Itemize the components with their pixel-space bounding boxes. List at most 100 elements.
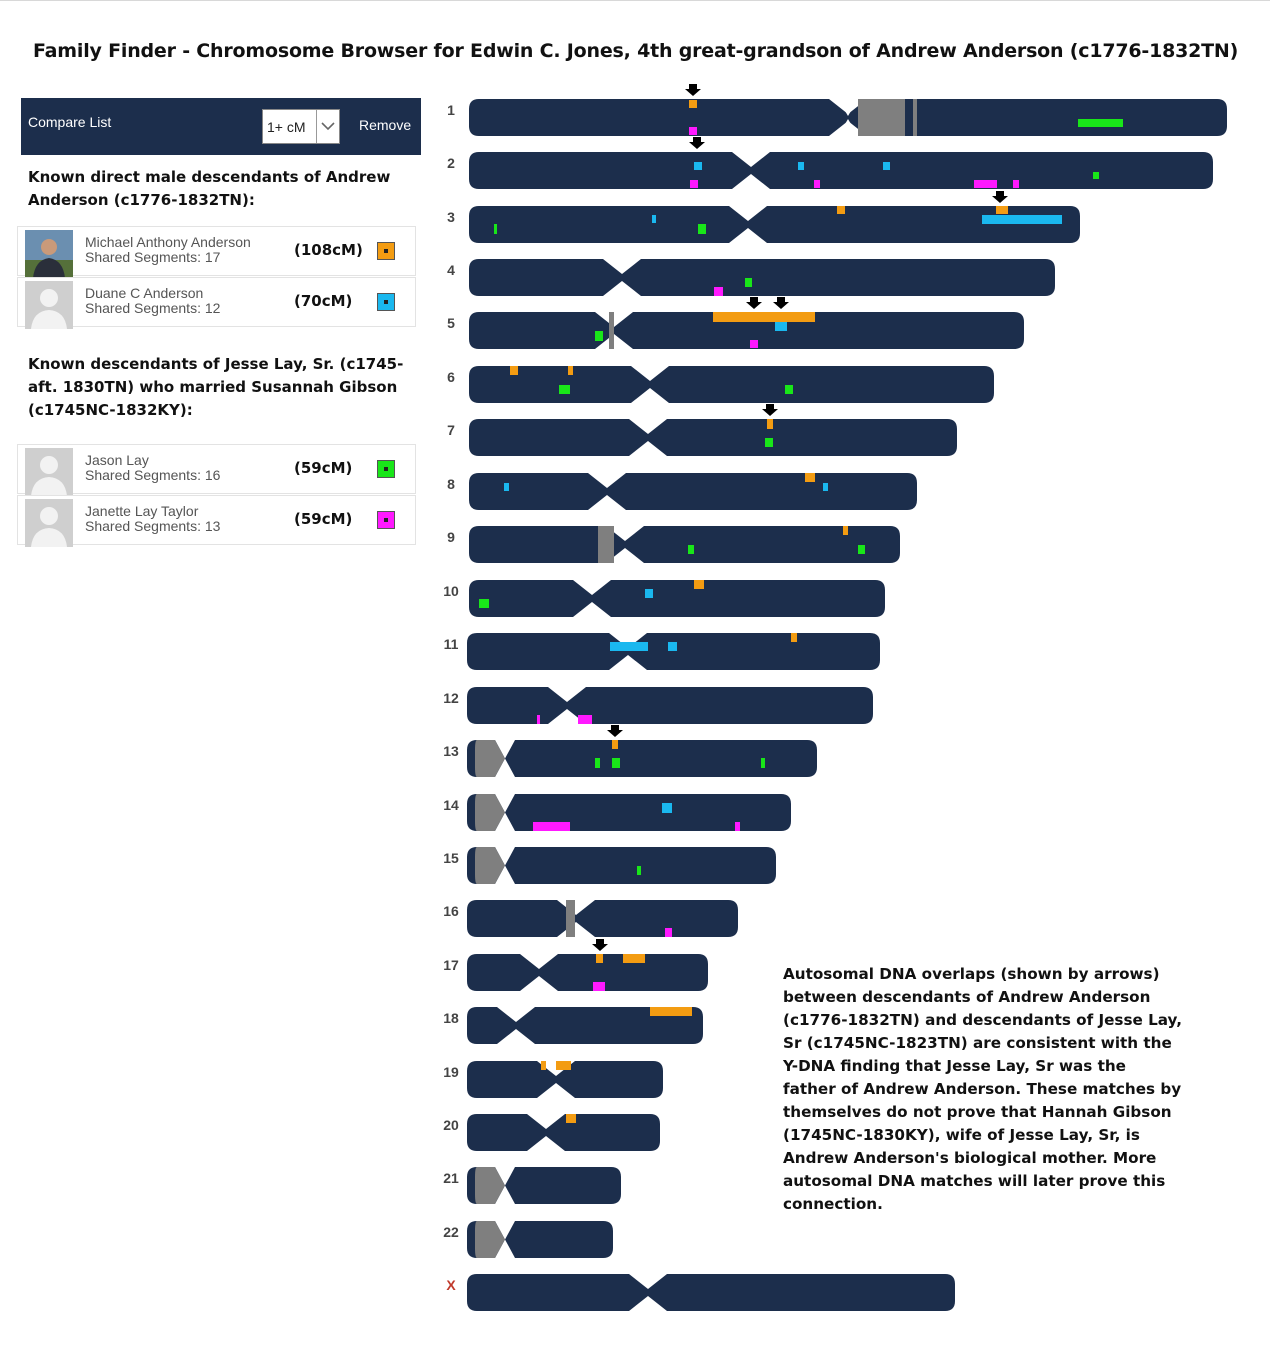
centromere-block <box>475 1167 505 1204</box>
match-segment <box>698 224 706 234</box>
chromosome-label: 22 <box>443 1224 459 1240</box>
chromosome-label: 3 <box>447 209 455 225</box>
chromosome-bar <box>505 1167 621 1204</box>
chromosome-label: 12 <box>443 690 459 706</box>
match-segment <box>982 215 1062 224</box>
match-segment <box>665 928 672 937</box>
chromosome-bar <box>467 1114 660 1151</box>
remove-button[interactable]: Remove <box>359 117 412 133</box>
match-segment <box>556 1061 571 1070</box>
match-segment <box>843 526 848 535</box>
match-segment <box>652 215 656 223</box>
chromosome-label: 18 <box>443 1010 459 1026</box>
match-segment <box>1093 172 1099 179</box>
match-segment <box>798 162 804 170</box>
match-name[interactable]: Janette Lay Taylor <box>85 503 199 519</box>
chromosome-bar <box>469 312 1024 349</box>
chromosome-bar <box>469 419 957 456</box>
match-row[interactable]: Michael Anthony Anderson Shared Segments… <box>17 226 416 278</box>
match-color-checkbox[interactable] <box>377 242 395 260</box>
centromere-block <box>858 99 905 136</box>
match-segment <box>662 803 672 813</box>
overlap-arrow-icon <box>762 404 778 416</box>
avatar-photo <box>25 230 73 278</box>
overlap-arrow-icon <box>607 725 623 737</box>
chromosome-label: 20 <box>443 1117 459 1133</box>
centromere-block <box>609 312 614 349</box>
match-segment <box>1013 180 1019 188</box>
match-segment <box>596 954 603 963</box>
match-segment <box>623 954 645 963</box>
centromere-block <box>913 99 917 136</box>
match-segment <box>568 366 573 375</box>
chromosome-bar <box>505 1221 613 1258</box>
match-row[interactable]: Duane C Anderson Shared Segments: 12 (70… <box>17 277 416 329</box>
match-segment <box>765 438 773 447</box>
match-color-checkbox[interactable] <box>377 460 395 478</box>
match-segment <box>996 206 1008 214</box>
chromosome-label: 19 <box>443 1064 459 1080</box>
match-segment <box>541 1061 546 1070</box>
centromere-block <box>475 794 505 831</box>
match-segment <box>767 419 773 429</box>
avatar-placeholder <box>25 281 73 329</box>
overlap-arrow-icon <box>746 297 762 309</box>
match-row[interactable]: Jason Lay Shared Segments: 16 (59cM) <box>17 444 416 496</box>
overlap-arrow-icon <box>592 939 608 951</box>
match-segment <box>750 340 758 348</box>
chevron-down-icon[interactable] <box>316 110 339 143</box>
match-segment <box>533 822 570 831</box>
compare-list-label: Compare List <box>28 114 112 130</box>
overlap-arrow-icon <box>685 84 701 96</box>
match-segment <box>578 715 592 724</box>
match-color-checkbox[interactable] <box>377 293 395 311</box>
chromosome-label: 17 <box>443 957 459 973</box>
overlap-arrow-icon <box>773 297 789 309</box>
chromosome-label: X <box>446 1277 456 1293</box>
avatar-placeholder <box>25 499 73 547</box>
match-name[interactable]: Michael Anthony Anderson <box>85 234 251 250</box>
match-segment <box>690 180 698 188</box>
match-segment <box>689 127 697 135</box>
match-segment <box>494 224 497 234</box>
chromosome-label: 7 <box>447 422 455 438</box>
centromere-block <box>598 526 614 563</box>
chromosome-bar <box>505 740 817 777</box>
match-segment <box>761 758 765 768</box>
overlap-arrow-icon <box>992 191 1008 203</box>
chromosome-label: 10 <box>443 583 459 599</box>
chromosome-bar <box>469 366 994 403</box>
centromere-block <box>475 1221 505 1258</box>
cm-threshold-select[interactable]: 1+ cM <box>262 109 340 144</box>
chromosome-label: 11 <box>444 636 459 652</box>
chromosome-label: 9 <box>447 529 455 545</box>
shared-cm: (70cM) <box>294 292 353 310</box>
match-segment <box>791 633 797 642</box>
chromosome-label: 2 <box>447 155 455 171</box>
chromosome-bar <box>467 633 880 670</box>
match-segment <box>735 822 740 831</box>
chromosome-bar <box>469 152 1213 189</box>
match-segment <box>837 206 845 214</box>
match-segment <box>537 715 540 724</box>
match-segment <box>504 483 509 491</box>
match-name[interactable]: Duane C Anderson <box>85 285 204 301</box>
match-segment <box>1078 119 1123 127</box>
chromosome-label: 5 <box>447 315 455 331</box>
match-name[interactable]: Jason Lay <box>85 452 149 468</box>
chromosome-label: 14 <box>443 797 459 813</box>
match-segment <box>612 740 618 749</box>
match-color-checkbox[interactable] <box>377 511 395 529</box>
chromosome-label: 13 <box>443 743 459 759</box>
match-segment <box>814 180 820 188</box>
match-segment <box>650 1007 692 1016</box>
match-segment <box>689 100 697 108</box>
match-segment <box>785 385 793 394</box>
chromosome-label: 21 <box>443 1170 459 1186</box>
chromosome-bar <box>469 473 917 510</box>
match-segment <box>694 162 702 170</box>
match-row[interactable]: Janette Lay Taylor Shared Segments: 13 (… <box>17 495 416 547</box>
centromere-notch <box>838 99 858 136</box>
page-title: Family Finder - Chromosome Browser for E… <box>33 40 1239 62</box>
match-segment <box>559 385 570 394</box>
